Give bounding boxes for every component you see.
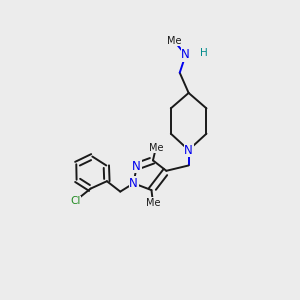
Text: N: N <box>132 160 141 173</box>
Text: N: N <box>129 177 138 190</box>
Text: Me: Me <box>149 142 163 153</box>
Text: Cl: Cl <box>70 196 80 206</box>
Text: Me: Me <box>167 36 181 46</box>
Text: H: H <box>200 47 207 58</box>
Text: N: N <box>181 48 190 62</box>
Text: Me: Me <box>146 198 160 208</box>
Text: N: N <box>184 143 193 157</box>
